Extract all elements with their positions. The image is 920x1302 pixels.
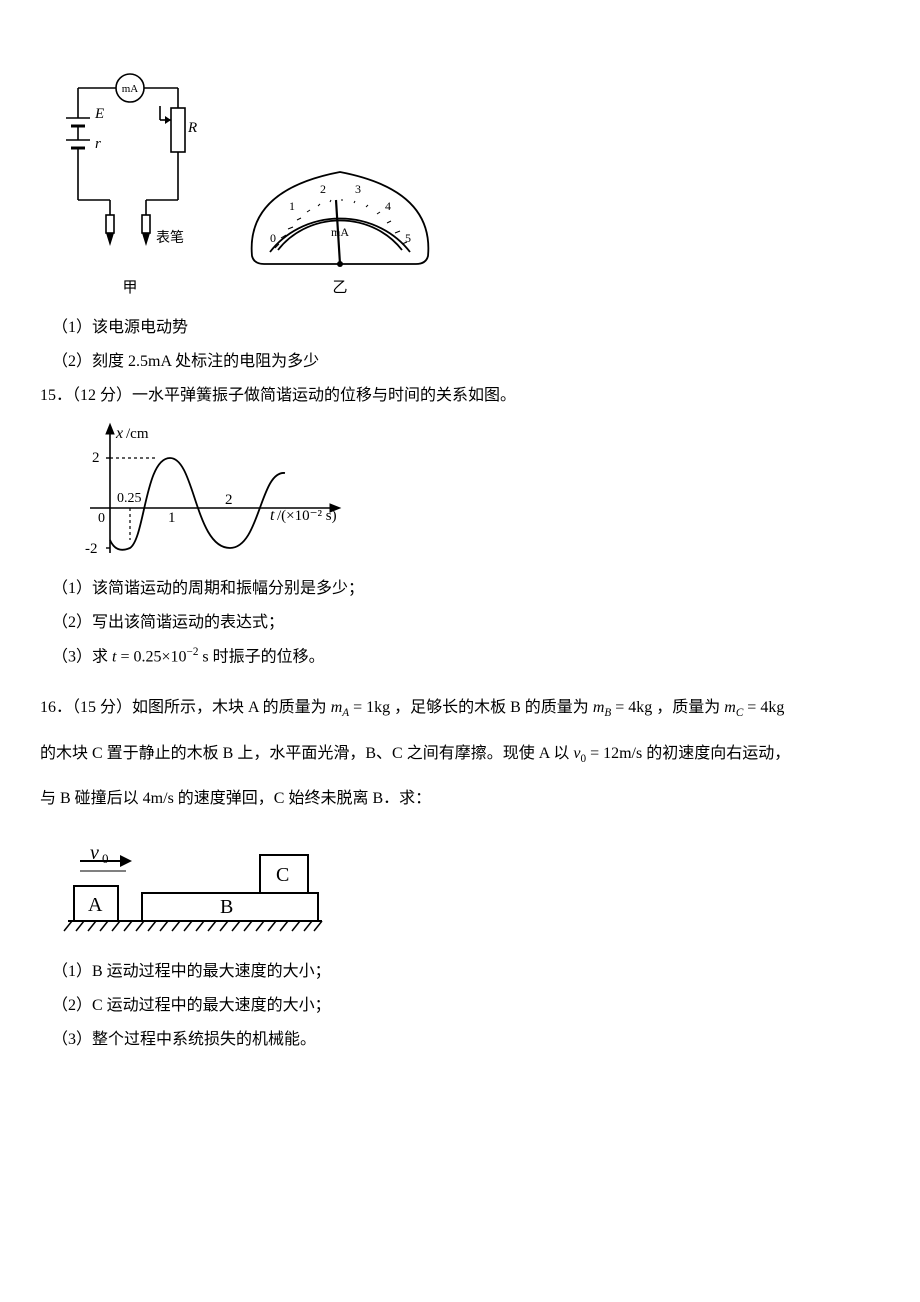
ammeter-figure: 0 1 2 3 4 5 mA (240, 160, 440, 303)
svg-text:A: A (88, 894, 103, 916)
q16-sub1: （1）B 运动过程中的最大速度的大小； (40, 957, 880, 987)
q15-sub3-unit: s (198, 649, 208, 666)
q15-sub3: （3）求 t = 0.25×10−2 s 时振子的位移。 (40, 642, 880, 673)
svg-text:0: 0 (98, 511, 105, 526)
q15-sub3-post: 时振子的位移。 (213, 649, 325, 666)
svg-text:C: C (276, 864, 289, 886)
circuit-svg: mA E r (60, 70, 200, 270)
q15-sub3-exp: −2 (187, 646, 199, 658)
figure-row-circuit-ammeter: mA E r (60, 70, 880, 303)
svg-text:表笔: 表笔 (156, 230, 184, 246)
q14-sub1: （1）该电源电动势 (40, 313, 880, 343)
q15-graph-wrapper: x /cm 2 -2 0 0.25 1 2 t /(×10⁻² s) (60, 418, 880, 568)
svg-text:2: 2 (225, 492, 233, 508)
svg-text:v: v (90, 842, 99, 864)
q16-line2-pre: 的木块 C 置于静止的木板 B 上，水平面光滑，B、C 之间有摩擦。现使 A 以 (40, 745, 569, 762)
q15-sub1: （1）该简谐运动的周期和振幅分别是多少； (40, 574, 880, 604)
svg-text:0.25: 0.25 (117, 491, 142, 506)
q16-mA-val: = 1kg (349, 699, 390, 716)
q16-mC-val: = 4kg (743, 699, 784, 716)
svg-text:r: r (95, 136, 101, 152)
svg-text:/(×10⁻² s): /(×10⁻² s) (277, 508, 337, 524)
q16-mC-sym: m (724, 699, 736, 716)
q15-graph-svg: x /cm 2 -2 0 0.25 1 2 t /(×10⁻² s) (60, 418, 360, 568)
q16-line1: 16．（15 分）如图所示，木块 A 的质量为 mA = 1kg ，足够长的木板… (40, 693, 880, 724)
q16-mB-val: = 4kg (611, 699, 652, 716)
q16-seg1: ，足够长的木板 B 的质量为 (394, 699, 589, 716)
svg-text:4: 4 (385, 199, 391, 213)
circuit-figure: mA E r (60, 70, 200, 303)
q16-seg2: ，质量为 (656, 699, 720, 716)
svg-text:x: x (115, 425, 123, 442)
q16-diagram-svg: v 0 A B C (60, 831, 340, 941)
svg-text:0: 0 (270, 231, 276, 245)
svg-text:R: R (187, 120, 197, 136)
q16-sub3: （3）整个过程中系统损失的机械能。 (40, 1025, 880, 1055)
q16-sub2: （2）C 运动过程中的最大速度的大小； (40, 991, 880, 1021)
q16-line3: 与 B 碰撞后以 4m/s 的速度弹回，C 始终未脱离 B．求： (40, 784, 880, 814)
q15-sub2: （2）写出该简谐运动的表达式； (40, 608, 880, 638)
q16-mA-sym: m (331, 699, 343, 716)
q15-sub3-pre: （3）求 (52, 649, 108, 666)
svg-text:/cm: /cm (126, 426, 149, 442)
q16-line2: 的木块 C 置于静止的木板 B 上，水平面光滑，B、C 之间有摩擦。现使 A 以… (40, 739, 880, 770)
svg-text:B: B (220, 896, 233, 918)
ammeter-caption: 乙 (332, 274, 347, 303)
q16-line2-post: 的初速度向右运动， (646, 745, 790, 762)
q16-diagram-wrapper: v 0 A B C (60, 831, 880, 941)
svg-text:t: t (270, 507, 275, 524)
q15-sub3-rhs: = 0.25×10 (116, 649, 186, 666)
q16-v0-val: = 12m/s (586, 745, 642, 762)
circuit-caption: 甲 (122, 274, 137, 303)
svg-text:2: 2 (320, 182, 326, 196)
svg-text:0: 0 (102, 851, 109, 866)
q15-header: 15．（12 分）一水平弹簧振子做简谐运动的位移与时间的关系如图。 (40, 381, 880, 411)
svg-text:2: 2 (92, 450, 100, 466)
ammeter-svg: 0 1 2 3 4 5 mA (240, 160, 440, 270)
svg-text:-2: -2 (85, 541, 98, 557)
svg-text:mA: mA (122, 83, 139, 95)
q16-header-pre: 16．（15 分）如图所示，木块 A 的质量为 (40, 699, 327, 716)
svg-text:3: 3 (355, 182, 361, 196)
svg-text:1: 1 (289, 199, 295, 213)
svg-text:1: 1 (168, 510, 176, 526)
q16-mB-sym: m (593, 699, 605, 716)
svg-text:E: E (94, 106, 104, 122)
svg-text:mA: mA (331, 225, 349, 239)
q14-sub2: （2）刻度 2.5mA 处标注的电阻为多少 (40, 347, 880, 377)
